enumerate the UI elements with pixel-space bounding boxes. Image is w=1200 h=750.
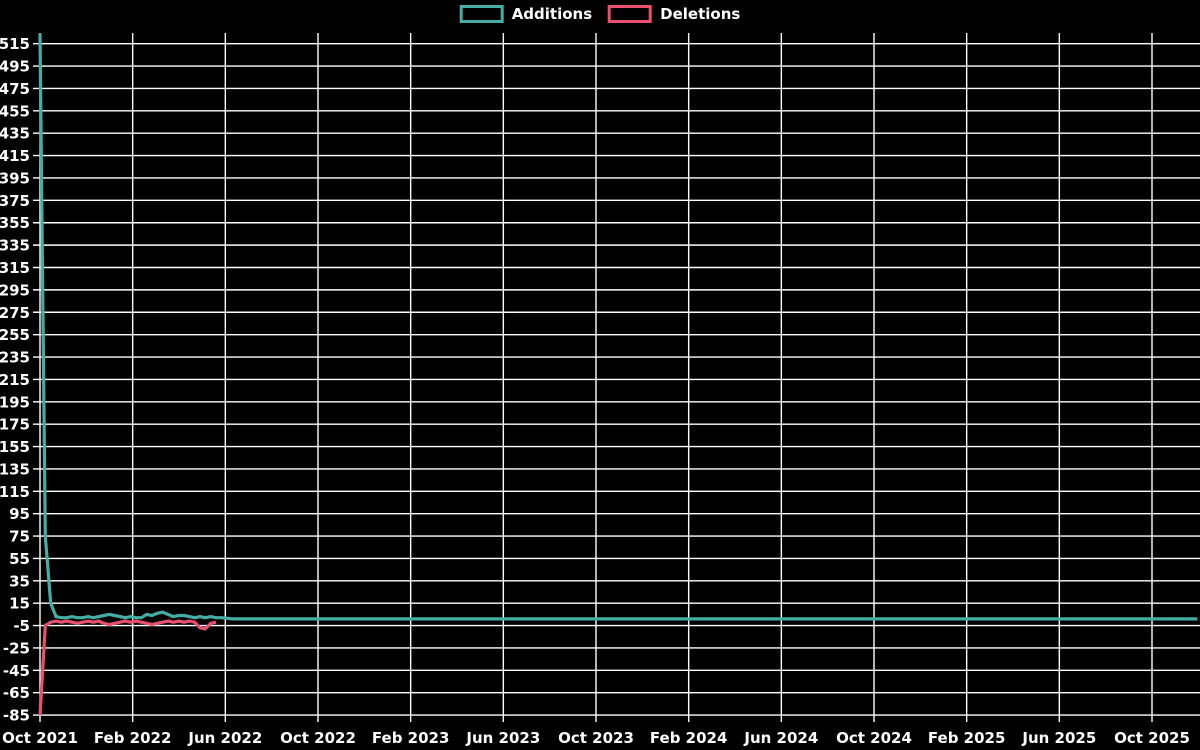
y-tick-label: -85: [3, 707, 30, 725]
y-tick-label: -5: [13, 617, 30, 635]
x-tick-label: Oct 2021: [2, 729, 78, 747]
x-tick-label: Feb 2024: [650, 729, 728, 747]
y-tick-label: 515: [0, 35, 30, 53]
y-tick-label: 235: [0, 349, 30, 367]
y-tick-label: 255: [0, 326, 30, 344]
y-tick-label: 175: [0, 416, 30, 434]
x-tick-label: Jun 2024: [743, 729, 818, 747]
y-gridlines: [33, 43, 1200, 716]
y-tick-label: 455: [0, 102, 30, 120]
x-tick-label: Jun 2022: [187, 729, 262, 747]
y-tick-label: 275: [0, 304, 30, 322]
y-tick-label: 95: [9, 505, 30, 523]
y-tick-label: 155: [0, 438, 30, 456]
y-tick-label: 395: [0, 169, 30, 187]
y-tick-label: 15: [9, 595, 30, 613]
y-tick-label: 135: [0, 460, 30, 478]
y-tick-label: 335: [0, 237, 30, 255]
y-tick-label: 495: [0, 58, 30, 76]
y-tick-label: 55: [9, 550, 30, 568]
legend-item-deletions[interactable]: Deletions: [608, 5, 740, 23]
additions-swatch-icon: [459, 5, 504, 23]
x-gridlines: [39, 33, 1153, 722]
deletions-swatch-icon: [608, 5, 653, 23]
additions-line: [38, 33, 1198, 621]
y-tick-label: 115: [0, 483, 30, 501]
x-tick-labels: Oct 2021 Feb 2022 Jun 2022 Oct 2022 Feb 2023…: [2, 729, 1190, 747]
x-tick-label: Feb 2023: [372, 729, 450, 747]
y-tick-label: 215: [0, 371, 30, 389]
x-tick-label: Jun 2023: [465, 729, 540, 747]
y-tick-label: 75: [9, 528, 30, 546]
y-tick-labels: 515 495 475 455 435 415 395 375 355 335 315 295 275 2…: [0, 35, 30, 724]
x-tick-label: Oct 2022: [280, 729, 356, 747]
legend-item-additions[interactable]: Additions: [459, 4, 593, 23]
y-tick-label: 195: [0, 393, 30, 411]
y-tick-label: 415: [0, 147, 30, 165]
y-tick-label: 435: [0, 125, 30, 143]
x-tick-label: Oct 2023: [558, 729, 634, 747]
y-tick-label: 475: [0, 80, 30, 98]
y-tick-label: 315: [0, 259, 30, 277]
x-tick-label: Feb 2025: [928, 729, 1006, 747]
legend-label-deletions: Deletions: [660, 4, 741, 23]
y-tick-label: 295: [0, 281, 30, 299]
y-tick-label: 355: [0, 214, 30, 232]
y-tick-label: 35: [9, 572, 30, 590]
y-tick-label: -65: [3, 684, 30, 702]
y-tick-label: 375: [0, 192, 30, 210]
y-tick-label: -25: [3, 639, 30, 657]
legend-label-additions: Additions: [511, 4, 593, 23]
x-tick-label: Oct 2024: [836, 729, 912, 747]
x-tick-label: Jun 2025: [1021, 729, 1096, 747]
chart-legend: Additions Deletions: [459, 4, 740, 23]
deletions-line: [38, 619, 217, 716]
x-tick-label: Oct 2025: [1114, 729, 1190, 747]
y-tick-label: -45: [3, 662, 30, 680]
x-tick-label: Feb 2022: [94, 729, 172, 747]
